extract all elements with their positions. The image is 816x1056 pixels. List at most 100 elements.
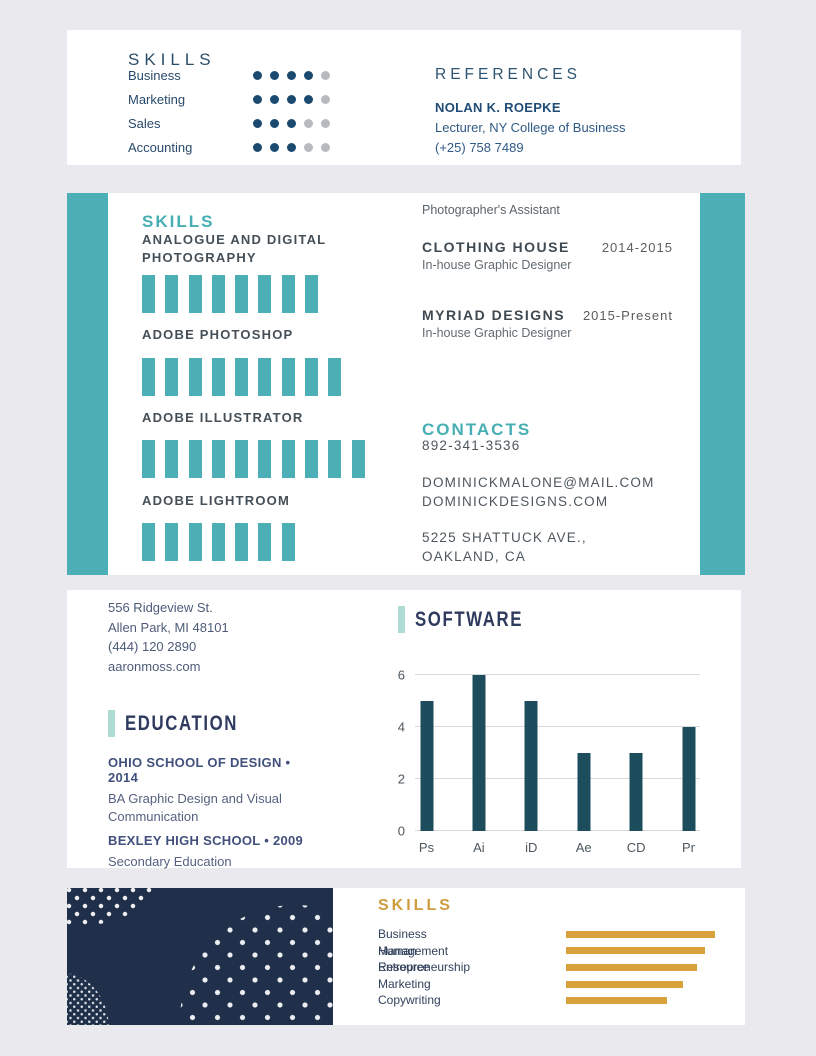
software-heading: SOFTWARE [398, 606, 550, 633]
chart-bar [682, 727, 695, 831]
contact-phone: 892-341-3536 [422, 438, 521, 453]
skill-rating-row: Business [128, 63, 338, 87]
skill-bar-segment [235, 358, 249, 396]
p4-skill-list: Business Management Human Resource Entrepr… [378, 926, 470, 1009]
skill-label: ADOBE LIGHTROOM [142, 493, 290, 508]
skill-bar-segment [211, 358, 225, 396]
skill-bar-segment [188, 440, 202, 478]
chart-gridline [415, 778, 700, 779]
panel-skills-references: SKILLS Business Marketing Sales Accounting … [67, 30, 741, 165]
skills-title: SKILLS [142, 212, 215, 232]
skill-bar-segment [142, 358, 155, 396]
y-axis-tick-label: 4 [397, 719, 405, 735]
date-range: 2014-2015 [601, 240, 673, 255]
rating-dot-filled [287, 94, 296, 104]
rating-dot-filled [253, 118, 262, 128]
y-axis-tick-label: 2 [397, 771, 405, 787]
skill-bar-segment [258, 440, 272, 478]
skill-level-bar [566, 980, 683, 988]
skill-level-bar [566, 997, 667, 1005]
chart-bar-column: Ai [472, 675, 486, 855]
dot-pattern-top-left [67, 888, 157, 928]
chart-gridline [415, 830, 700, 831]
degree-name: BA Graphic Design and Visual Communicati… [108, 791, 282, 824]
x-axis-tick-label: iD [525, 840, 538, 855]
skill-bar-segment [211, 523, 225, 561]
skill-rating-row: Accounting [128, 135, 338, 159]
rating-dot-empty [321, 70, 330, 80]
rating-dot-empty [321, 94, 330, 104]
skill-bar-segment [165, 440, 179, 478]
education-entry: BEXLEY HIGH SCHOOL • 2009 Secondary Educa… [108, 833, 318, 871]
rating-dot-filled [270, 94, 279, 104]
chart-bar-column: Ps [419, 701, 434, 855]
y-axis-tick-label: 6 [397, 667, 405, 683]
contacts-title: CONTACTS [422, 420, 532, 440]
skill-rating-row: Marketing [128, 87, 338, 111]
chart-bar [420, 701, 433, 831]
chart-gridline [415, 726, 700, 727]
skill-bar-segment [165, 523, 179, 561]
contact-email: DOMINICKMALONE@MAIL.COM [422, 475, 655, 490]
skill-level-bar [566, 963, 697, 971]
y-axis-tick-label: 0 [397, 823, 405, 839]
skill-bar-segment [211, 275, 225, 313]
experience-entry: CLOTHING HOUSE 2014-2015 In-house Graphic … [422, 239, 673, 272]
skill-label: Sales [128, 115, 161, 131]
rating-dot-filled [253, 70, 262, 80]
p4-skills-block: SKILLS Business Management Human Resource… [378, 897, 470, 1007]
skill-rating-dots [253, 142, 338, 152]
skill-bar-segment [328, 358, 342, 396]
contact-line: 556 Ridgeview St. [108, 600, 213, 615]
skill-label: Marketing [128, 91, 186, 107]
company-name: CLOTHING HOUSE [422, 239, 570, 255]
education-accent-bar [108, 710, 115, 737]
p3-contact-block: 556 Ridgeview St. Allen Park, MI 48101 (44… [108, 598, 229, 677]
references-block: REFERENCES NOLAN K. ROEPKE Lecturer, NY … [435, 66, 626, 155]
skill-bar-row [566, 976, 715, 993]
chart-bar [577, 753, 591, 831]
software-title: SOFTWARE [415, 607, 523, 631]
skill-label: ADOBE ILLUSTRATOR [142, 410, 304, 425]
software-accent-bar [398, 606, 405, 633]
skill-bar-segments [142, 275, 319, 313]
contact-address-line1: 5225 SHATTUCK AVE., [422, 530, 587, 545]
experience-header: MYRIAD DESIGNS 2015-Present [422, 307, 673, 323]
job-title: In-house Graphic Designer [422, 326, 572, 340]
skill-rating-row: Sales [128, 111, 338, 135]
x-axis-tick-label: Pr [682, 840, 695, 855]
references-title: REFERENCES [435, 66, 581, 83]
skill-bar-segment [281, 358, 295, 396]
chart-bar-column: CD [627, 753, 645, 855]
school-name: BEXLEY HIGH SCHOOL • 2009 [108, 833, 304, 848]
experience-entry: MYRIAD DESIGNS 2015-Present In-house Graph… [422, 307, 673, 340]
skill-rating-dots [253, 94, 338, 104]
reference-phone: (+25) 758 7489 [435, 140, 524, 155]
skill-rating-dots [253, 70, 338, 80]
rating-dot-filled [287, 70, 296, 80]
contact-line: aaronmoss.com [108, 659, 201, 675]
skill-item: Marketing [378, 976, 431, 991]
skill-bar-segment [281, 523, 295, 561]
rating-dot-filled [270, 70, 279, 80]
skill-label: ADOBE PHOTOSHOP [142, 327, 294, 342]
chart-bar [629, 753, 643, 831]
skill-label: ANALOGUE AND DIGITAL PHOTOGRAPHY [142, 232, 327, 265]
x-axis-tick-label: CD [626, 840, 646, 855]
software-chart: 0 2 4 6 Ps Ai iD Ae CD Pr [398, 669, 700, 855]
chart-bar-column: iD [524, 701, 538, 855]
skill-bar-segment [188, 523, 202, 561]
skill-bar-segment [305, 275, 319, 313]
teal-side-bar-right [700, 193, 745, 575]
teal-side-bar-left [67, 193, 108, 575]
contact-address-line2: OAKLAND, CA [422, 549, 526, 564]
skill-bar-segments [142, 358, 342, 396]
skill-bar-segment [328, 440, 342, 478]
skill-item: Copywriting [378, 993, 441, 1008]
p4-skill-bars [566, 926, 715, 1009]
skill-bar-row [566, 926, 715, 943]
skill-item: Entrepreneurship [378, 960, 471, 975]
contact-website: DOMINICKDESIGNS.COM [422, 494, 609, 509]
chart-bar-column: Ae [576, 753, 592, 855]
